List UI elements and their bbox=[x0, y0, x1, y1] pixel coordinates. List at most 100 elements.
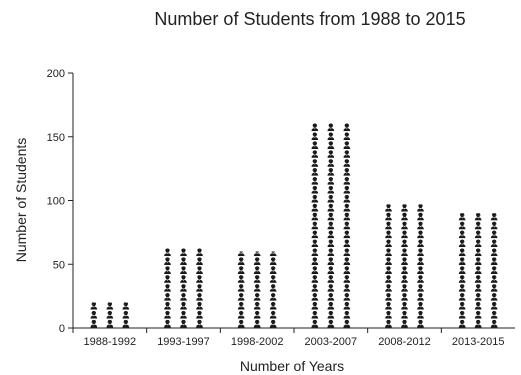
student-icon bbox=[458, 284, 466, 292]
student-icon bbox=[269, 293, 277, 301]
student-icon bbox=[327, 132, 335, 141]
student-icon bbox=[343, 212, 351, 221]
student-icon bbox=[474, 213, 482, 221]
student-icon bbox=[343, 239, 351, 248]
student-icon bbox=[490, 275, 498, 283]
student-icon bbox=[196, 319, 203, 328]
student-icon bbox=[311, 275, 319, 283]
student-icon bbox=[269, 275, 277, 283]
student-icon bbox=[164, 293, 171, 301]
y-tick-label: 50 bbox=[53, 259, 65, 271]
student-icon bbox=[253, 266, 261, 274]
bar bbox=[237, 251, 277, 328]
student-icon bbox=[343, 123, 351, 132]
student-icon bbox=[417, 248, 424, 257]
student-icon bbox=[327, 221, 335, 230]
student-icon bbox=[253, 310, 261, 319]
student-icon bbox=[253, 284, 261, 292]
student-icon bbox=[237, 266, 245, 274]
bar bbox=[385, 204, 424, 328]
student-icon bbox=[327, 310, 335, 319]
student-icon bbox=[311, 168, 319, 176]
student-icon bbox=[401, 248, 408, 257]
student-icon bbox=[417, 204, 424, 212]
student-icon bbox=[327, 203, 335, 212]
student-icon bbox=[343, 248, 351, 257]
student-icon bbox=[417, 310, 424, 319]
student-icon bbox=[164, 266, 171, 274]
student-icon bbox=[474, 257, 482, 266]
student-icon bbox=[458, 257, 466, 266]
student-icon bbox=[237, 251, 245, 257]
student-icon bbox=[327, 284, 335, 292]
student-icon bbox=[385, 204, 392, 212]
student-icon bbox=[385, 319, 392, 328]
y-tick-label: 0 bbox=[59, 323, 65, 335]
student-icon bbox=[311, 150, 319, 158]
student-icon bbox=[343, 221, 351, 230]
student-icon bbox=[458, 275, 466, 283]
student-icon bbox=[311, 319, 319, 328]
student-icon bbox=[401, 221, 408, 230]
student-icon bbox=[458, 266, 466, 274]
student-icon bbox=[311, 221, 319, 230]
student-icon bbox=[164, 248, 171, 257]
student-icon bbox=[490, 239, 498, 248]
student-icon bbox=[180, 248, 187, 257]
student-icon bbox=[327, 150, 335, 158]
student-icon bbox=[385, 302, 392, 310]
student-icon bbox=[417, 257, 424, 266]
student-icon bbox=[385, 239, 392, 248]
student-icon bbox=[253, 302, 261, 310]
student-icon bbox=[196, 310, 203, 319]
student-icon bbox=[343, 310, 351, 319]
student-icon bbox=[311, 203, 319, 212]
x-tick-label: 1993-1997 bbox=[157, 336, 210, 348]
x-tick-label: 2003-2007 bbox=[305, 336, 358, 348]
student-icon bbox=[237, 257, 245, 266]
student-icon bbox=[269, 302, 277, 310]
student-icon bbox=[474, 239, 482, 248]
student-icon bbox=[327, 123, 335, 132]
student-icon bbox=[458, 213, 466, 221]
student-icon bbox=[90, 319, 98, 328]
student-icon bbox=[237, 310, 245, 319]
student-icon bbox=[122, 302, 130, 310]
student-icon bbox=[343, 159, 351, 167]
student-icon bbox=[327, 230, 335, 239]
student-icon bbox=[311, 284, 319, 292]
student-icon bbox=[196, 284, 203, 292]
student-icon bbox=[474, 266, 482, 274]
student-icon bbox=[458, 319, 466, 328]
student-icon bbox=[196, 266, 203, 274]
x-tick-label: 1998-2002 bbox=[231, 336, 284, 348]
student-icon bbox=[458, 248, 466, 257]
student-icon bbox=[196, 257, 203, 266]
student-icon bbox=[343, 319, 351, 328]
student-icon bbox=[401, 284, 408, 292]
student-icon bbox=[327, 319, 335, 328]
student-icon bbox=[164, 302, 171, 310]
student-icon bbox=[474, 221, 482, 230]
student-icon bbox=[474, 275, 482, 283]
student-icon bbox=[180, 302, 187, 310]
x-ticks: 1988-1992 1993-1997 1998-2002 2003-2007 2008… bbox=[72, 328, 504, 348]
student-icon bbox=[253, 251, 261, 257]
student-icon bbox=[490, 221, 498, 230]
student-icon bbox=[311, 177, 319, 185]
student-icon bbox=[474, 319, 482, 328]
student-icon bbox=[237, 284, 245, 292]
student-icon bbox=[180, 266, 187, 274]
student-icon bbox=[343, 275, 351, 283]
student-icon bbox=[311, 293, 319, 301]
student-icon bbox=[343, 150, 351, 158]
student-icon bbox=[490, 213, 498, 221]
y-tick-label: 200 bbox=[47, 68, 65, 80]
student-icon bbox=[180, 310, 187, 319]
student-icon bbox=[385, 230, 392, 239]
y-axis-label: Number of Students bbox=[13, 138, 29, 263]
student-icon bbox=[458, 239, 466, 248]
student-icon bbox=[311, 248, 319, 257]
student-icon bbox=[164, 275, 171, 283]
student-icon bbox=[311, 123, 319, 132]
